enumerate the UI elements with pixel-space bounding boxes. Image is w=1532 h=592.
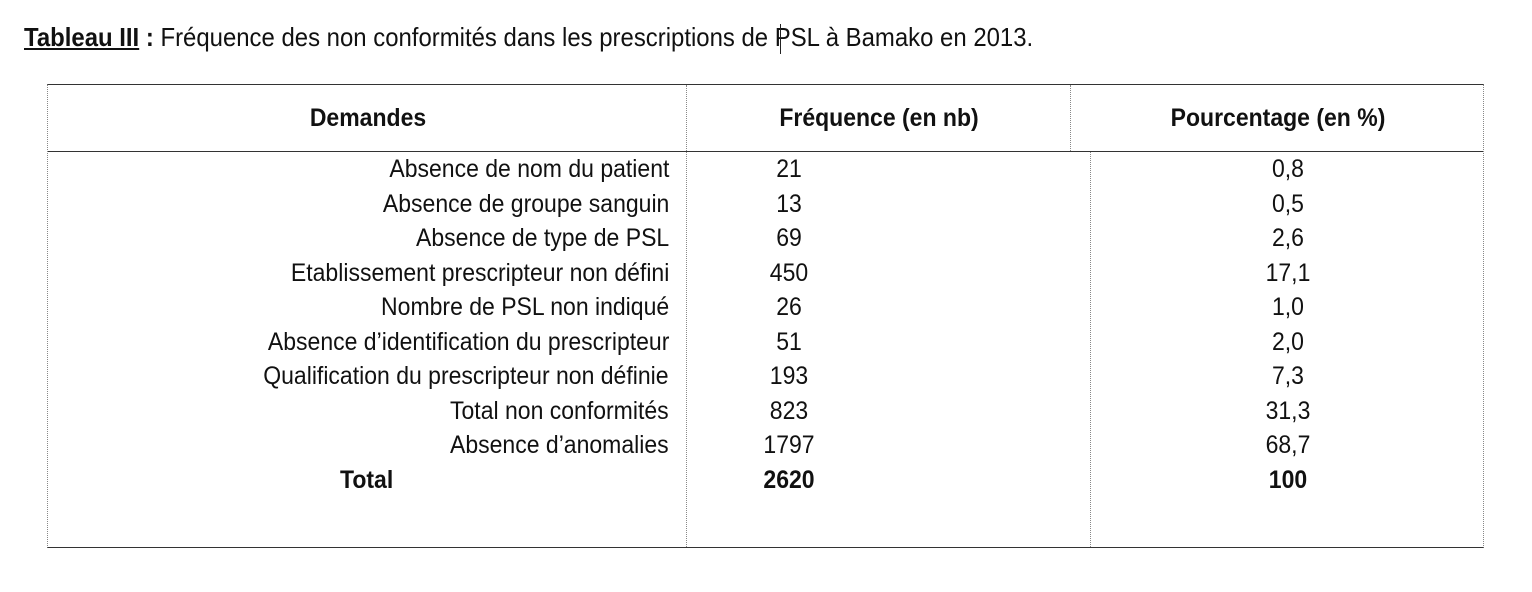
table-row: Absence d’identification du prescripteur… bbox=[48, 328, 1483, 363]
row-frequency: 1797 bbox=[763, 431, 815, 459]
row-frequency: 51 bbox=[776, 327, 802, 356]
row-percentage: 0,5 bbox=[1272, 189, 1304, 218]
column-divider bbox=[1070, 85, 1071, 151]
row-label: Absence de groupe sanguin bbox=[382, 189, 669, 218]
table-row: Total non conformités 823 31,3 bbox=[48, 397, 1483, 432]
table-row: Absence de type de PSL 69 2,6 bbox=[48, 224, 1483, 259]
row-frequency: 21 bbox=[776, 155, 802, 183]
row-percentage: 2,0 bbox=[1272, 327, 1304, 356]
row-label: Absence de type de PSL bbox=[415, 224, 669, 252]
row-percentage: 2,6 bbox=[1272, 224, 1304, 252]
row-percentage: 7,3 bbox=[1272, 362, 1304, 390]
total-label: Total bbox=[340, 465, 394, 494]
row-label: Absence d’anomalies bbox=[450, 431, 669, 459]
row-frequency: 193 bbox=[769, 362, 809, 390]
table-row: Etablissement prescripteur non défini 45… bbox=[48, 259, 1483, 294]
row-percentage: 31,3 bbox=[1265, 396, 1311, 425]
row-percentage: 0,8 bbox=[1272, 155, 1304, 183]
text-cursor bbox=[780, 24, 781, 54]
row-label: Absence d’identification du prescripteur bbox=[267, 327, 669, 356]
row-frequency: 450 bbox=[769, 258, 809, 287]
table-caption: Tableau III : Fréquence des non conformi… bbox=[24, 22, 1033, 53]
total-percentage: 100 bbox=[1268, 465, 1308, 494]
column-divider bbox=[686, 85, 687, 547]
total-row: Total 2620 100 bbox=[48, 466, 1483, 501]
row-frequency: 823 bbox=[769, 396, 809, 425]
row-frequency: 26 bbox=[776, 293, 802, 321]
table-row: Absence de groupe sanguin 13 0,5 bbox=[48, 190, 1483, 225]
table-row: Qualification du prescripteur non défini… bbox=[48, 362, 1483, 397]
row-percentage: 17,1 bbox=[1265, 258, 1311, 287]
row-percentage: 68,7 bbox=[1265, 431, 1311, 459]
row-frequency: 13 bbox=[776, 189, 802, 218]
table-row: Absence d’anomalies 1797 68,7 bbox=[48, 431, 1483, 466]
total-frequency: 2620 bbox=[763, 465, 815, 494]
table-row: Absence de nom du patient 21 0,8 bbox=[48, 155, 1483, 190]
header-rule bbox=[48, 151, 1483, 152]
row-label: Total non conformités bbox=[450, 396, 669, 425]
row-percentage: 1,0 bbox=[1272, 293, 1304, 321]
row-frequency: 69 bbox=[776, 224, 802, 252]
row-label: Qualification du prescripteur non défini… bbox=[263, 362, 669, 390]
row-label: Absence de nom du patient bbox=[388, 155, 669, 183]
row-label: Etablissement prescripteur non défini bbox=[290, 258, 669, 287]
data-table: Demandes Fréquence (en nb) Pourcentage (… bbox=[47, 84, 1484, 548]
table-row: Nombre de PSL non indiqué 26 1,0 bbox=[48, 293, 1483, 328]
header-frequence: Fréquence (en nb) bbox=[779, 104, 979, 132]
header-pourcentage: Pourcentage (en %) bbox=[1170, 104, 1386, 132]
caption-label: Tableau III bbox=[24, 22, 140, 52]
header-demandes: Demandes bbox=[309, 104, 427, 132]
row-label: Nombre de PSL non indiqué bbox=[380, 293, 669, 321]
column-divider bbox=[1090, 151, 1091, 547]
caption-colon: : bbox=[139, 22, 154, 52]
caption-text: Fréquence des non conformités dans les p… bbox=[153, 22, 1034, 52]
